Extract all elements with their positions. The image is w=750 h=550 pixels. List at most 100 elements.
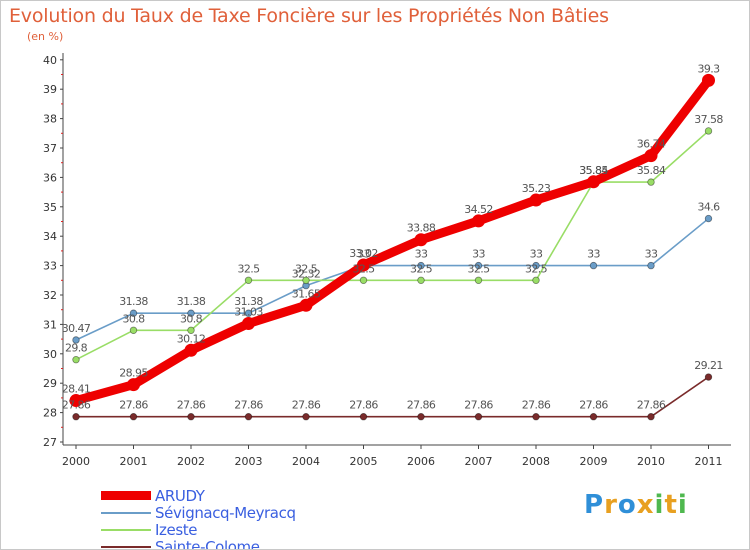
logo-letter: t [664,490,678,520]
legend-label-sainte-colome: Sainte-Colome [155,537,260,550]
data-label-2: 32.5 [352,262,375,275]
y-tick-label: 33 [43,260,57,273]
x-tick-label: 2002 [177,455,205,468]
series-point-0 [414,233,428,247]
y-tick-label: 35 [43,201,57,214]
y-tick-label: 32 [43,289,57,302]
x-tick-label: 2008 [522,455,550,468]
data-label-3: 27.86 [579,399,608,412]
data-label-1: 33 [472,248,485,261]
series-point-3 [129,413,138,421]
series-point-1 [589,261,598,270]
y-tick-label: 40 [43,54,57,67]
y-tick-label: 37 [43,142,57,155]
series-point-0 [357,258,370,272]
series-point-2 [417,276,425,284]
data-label-3: 27.86 [349,399,378,412]
data-label-2: 32.5 [467,262,490,275]
data-label-2: 29.8 [65,342,88,355]
series-point-0 [184,343,198,357]
series-point-0 [702,73,715,87]
data-label-3: 29.21 [694,359,723,372]
data-label-2: 30.8 [122,312,145,325]
legend-swatch-sainte-colome [101,545,151,548]
data-label-0: 30.12 [177,332,206,345]
x-tick-label: 2009 [580,455,608,468]
data-label-0: 35.23 [522,182,551,195]
legend-item-arudy: ARUDY [101,487,296,505]
data-label-2: 32.5 [525,262,548,275]
data-label-2: 32.5 [295,262,318,275]
series-point-2 [187,326,195,334]
logo-letter: i [677,490,688,520]
data-label-1: 33 [530,248,543,261]
y-tick-label: 29 [43,377,57,390]
data-label-0: 31.03 [234,306,263,319]
data-label-0: 28.95 [119,367,148,380]
series-point-2 [532,276,540,284]
series-point-3 [704,373,713,381]
y-tick-label: 27 [43,436,57,449]
data-label-3: 27.86 [522,399,551,412]
series-point-2 [704,127,713,135]
series-point-1 [129,309,138,317]
series-line-3 [75,376,710,418]
data-label-3: 27.86 [177,399,206,412]
data-label-2: 30.8 [180,312,203,325]
data-label-3: 27.86 [637,399,666,412]
x-tick-label: 2004 [292,455,320,468]
chart-unit-label: (en %) [27,30,64,43]
chart-legend: ARUDY Sévignacq-Meyracq Izeste Sainte-Co… [101,487,296,550]
data-label-0: 31.65 [292,287,321,300]
series-point-3 [474,413,483,421]
series-point-3 [244,413,253,421]
logo-letter: i [654,490,665,520]
series-point-3 [302,413,310,421]
data-label-0: 33.88 [407,222,436,235]
series-line-2 [75,130,710,361]
data-label-3: 27.86 [62,399,91,412]
series-point-0 [644,149,658,163]
series-point-1 [187,309,195,317]
data-label-1: 33 [645,248,658,261]
series-point-2 [244,276,253,284]
series-point-1 [244,309,253,317]
series-point-0 [529,193,543,207]
series-point-3 [417,413,425,421]
data-label-2: 32.5 [410,262,433,275]
data-label-2: 35.84 [637,164,666,177]
series-point-0 [472,214,485,228]
data-label-3: 27.86 [119,399,148,412]
proxiti-logo: Proxiti [584,490,688,520]
series-point-2 [129,326,138,334]
series-point-3 [72,413,80,421]
data-label-3: 27.86 [234,399,263,412]
data-label-0: 35.85 [579,164,608,177]
data-label-1: 34.6 [697,201,720,214]
series-point-2 [647,178,655,186]
series-point-1 [72,336,80,344]
series-point-3 [647,413,655,421]
x-tick-label: 2011 [695,455,723,468]
y-tick-label: 31 [43,318,57,331]
data-label-2: 35.84 [579,164,608,177]
series-point-0 [127,378,140,392]
series-point-2 [72,355,80,364]
data-label-2: 37.58 [694,113,723,126]
series-point-1 [532,261,540,270]
logo-letter: x [636,490,655,520]
data-label-1: 31.38 [177,295,206,308]
x-tick-label: 2010 [637,455,665,468]
x-tick-label: 2000 [62,455,90,468]
data-label-1: 30.47 [62,322,91,335]
data-label-3: 27.86 [407,399,436,412]
data-label-1: 32.32 [292,268,321,281]
series-line-0 [71,75,713,406]
legend-label-sevignacq-meyracq: Sévignacq-Meyracq [155,503,296,522]
series-point-0 [242,317,255,331]
legend-swatch-sevignacq-meyracq [101,511,151,514]
data-label-1: 33 [415,248,428,261]
logo-letter: P [584,490,605,520]
